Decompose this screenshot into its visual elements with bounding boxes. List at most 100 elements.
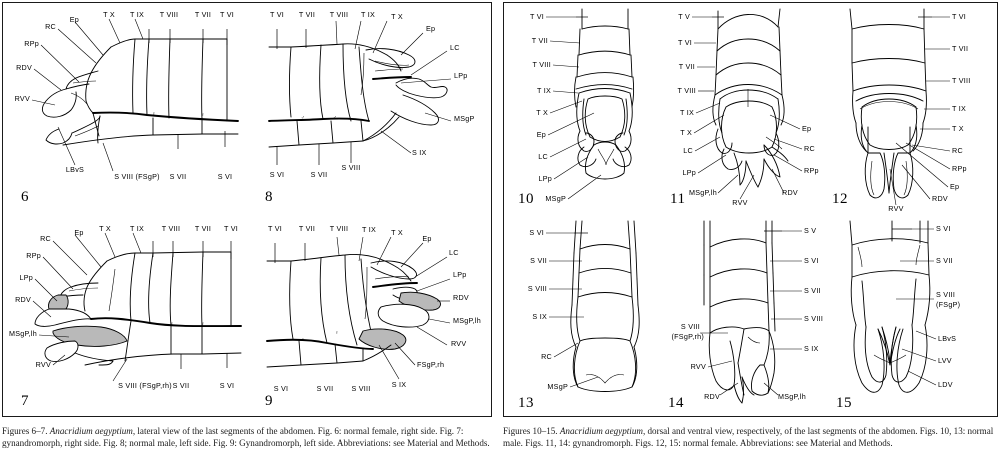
label-rpp: RPp — [26, 251, 41, 260]
label-tvii: T VII — [298, 224, 316, 233]
label-svii: S VII — [172, 381, 190, 390]
label-tvii: T VII — [952, 44, 969, 53]
label-rvv: RVV — [888, 204, 904, 213]
figure-13: S VI S VII S VIII S IX RC MSgP 13 — [506, 215, 672, 413]
svg-text:♀: ♀ — [152, 111, 156, 117]
figure-10-drawing — [546, 8, 635, 200]
label-tviii: T VIII — [161, 224, 181, 233]
label-tviii: T VIII — [677, 86, 696, 95]
svg-text:♂: ♂ — [301, 115, 305, 121]
label-svii: S VII — [936, 256, 953, 265]
label-six: S IX — [412, 148, 427, 157]
label-rpp: RPp — [24, 39, 39, 48]
label-tvii: T VII — [298, 10, 316, 19]
figure-14: S V S VI S VII S VIII S IX S VIII (FSgP,… — [664, 215, 844, 413]
label-tvii: T VII — [194, 224, 212, 233]
label-rc: RC — [804, 144, 815, 153]
figure-number-7: 7 — [21, 393, 29, 409]
caption-right-prefix: Figures 10–15. — [503, 426, 560, 436]
label-lc: LC — [449, 248, 459, 257]
label-ep: Ep — [426, 24, 436, 33]
label-tx: T X — [536, 108, 548, 117]
figure-6: ♀ ♀ RC E — [3, 3, 248, 208]
figure-6-drawing: ♀ ♀ — [31, 18, 239, 172]
svg-text:♀: ♀ — [201, 321, 205, 327]
label-svii: S VII — [804, 286, 821, 295]
label-lbvs: LBvS — [938, 334, 957, 343]
label-svi: S VI — [804, 256, 819, 265]
label-msgp: MSgP — [545, 194, 566, 203]
label-sviii: S VIII — [527, 284, 547, 293]
label-tix: T IX — [679, 108, 694, 117]
label-rdv: RDV — [704, 392, 720, 401]
caption-left: Figures 6–7. Anacridium aegyptium, later… — [2, 426, 494, 449]
label-sviii-fsgp-line1: S VIII — [680, 322, 700, 331]
label-sviii-line1: S VIII — [936, 290, 956, 299]
label-tix: T IX — [129, 224, 145, 233]
caption-right-species: Anacridium aegyptium — [559, 426, 643, 436]
figure-number-6: 6 — [21, 189, 29, 205]
label-lpp: LPp — [454, 71, 468, 80]
label-tx: T X — [103, 10, 115, 19]
label-tvi: T VI — [267, 224, 283, 233]
figure-9: ♀ ♀ T VI T VII T VIII T IX T X — [251, 213, 491, 413]
label-tvii: T VII — [531, 36, 548, 45]
label-lpp: LPp — [682, 168, 696, 177]
label-rc: RC — [45, 22, 56, 31]
figure-12: T VI T VII T VIII T IX T X RC RPp Ep RDV… — [832, 3, 998, 215]
label-svi: S VI — [936, 224, 951, 233]
label-ep: Ep — [69, 15, 79, 24]
figure-number-13: 13 — [518, 395, 534, 411]
label-msgp: MSgP,lh — [778, 392, 806, 401]
label-rvv: RVV — [35, 360, 51, 369]
panel-right: T VI T VII T VIII T IX T X Ep LC LPp MSg… — [503, 2, 998, 417]
label-msgp: MSgP,lh — [453, 316, 481, 325]
label-sviii: S VIII — [351, 384, 371, 393]
svg-text:♀: ♀ — [335, 330, 339, 336]
label-svii: S VII — [169, 172, 187, 181]
label-svi: S VI — [219, 381, 235, 390]
label-svi: S VI — [529, 228, 544, 237]
figure-number-10: 10 — [518, 191, 534, 207]
figure-number-14: 14 — [668, 395, 684, 411]
label-tix: T IX — [952, 104, 967, 113]
label-lpp: LPp — [19, 273, 33, 282]
figure-number-9: 9 — [265, 393, 273, 409]
label-rvv: RVV — [732, 198, 748, 207]
figure-8-drawing: ♂ ♂ — [268, 20, 452, 165]
label-rdv: RDV — [453, 293, 469, 302]
label-svii: S VII — [316, 384, 334, 393]
figure-12-drawing — [849, 8, 951, 206]
label-svii: S VII — [310, 170, 328, 179]
label-sviii-line2: (FSgP) — [936, 300, 961, 309]
label-tvi: T VI — [677, 38, 692, 47]
figure-7: ♀ ♀ RC Ep T X — [3, 213, 248, 413]
figure-9-drawing: ♀ ♀ — [266, 236, 451, 380]
label-msgp: MSgP,lh — [9, 329, 37, 338]
svg-text:♀: ♀ — [201, 112, 205, 118]
label-ep: Ep — [950, 182, 960, 191]
label-rc: RC — [541, 352, 552, 361]
caption-left-species: Anacridium aegyptium — [49, 426, 133, 436]
label-lc: LC — [538, 152, 548, 161]
figure-number-11: 11 — [670, 191, 686, 207]
label-msgp: MSgP — [547, 382, 568, 391]
label-tvii: T VII — [194, 10, 212, 19]
figure-number-15: 15 — [836, 395, 852, 411]
label-ep: Ep — [422, 234, 432, 243]
label-ldv: LDV — [938, 380, 953, 389]
figure-10: T VI T VII T VIII T IX T X Ep LC LPp MSg… — [506, 3, 668, 211]
figure-15-drawing — [849, 220, 937, 393]
panel-left: ♀ ♀ RC E — [2, 2, 492, 417]
figure-11-drawing — [692, 8, 803, 200]
figure-13-drawing — [546, 220, 640, 392]
label-tviii: T VIII — [329, 10, 349, 19]
figure-8: ♂ ♂ T VI T VII T VIII — [251, 3, 491, 208]
figure-number-8: 8 — [265, 189, 273, 205]
label-sviii: S VIII — [804, 314, 824, 323]
label-tix: T IX — [536, 86, 551, 95]
label-rdv: RDV — [932, 194, 948, 203]
label-tvi: T VI — [952, 12, 967, 21]
label-tvii: T VII — [678, 62, 695, 71]
